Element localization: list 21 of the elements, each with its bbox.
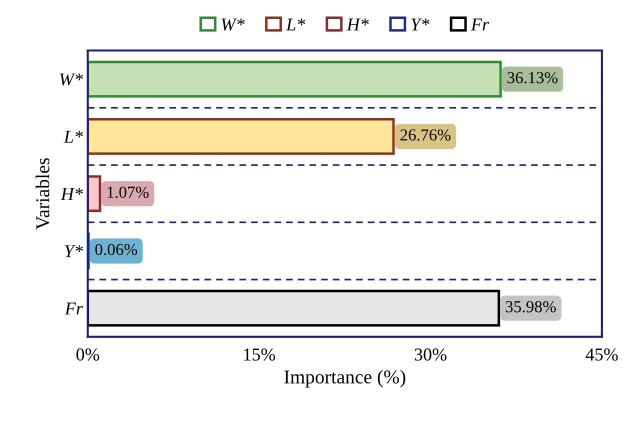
data-label: 26.76% — [400, 129, 451, 141]
data-label: 35.98% — [506, 301, 556, 312]
y-tick-label: Fr — [64, 302, 83, 314]
x-tick-label: 0% — [76, 348, 100, 361]
y-tick-label: H* — [60, 188, 83, 200]
legend-label: Fr — [470, 18, 490, 30]
legend-label: W* — [222, 18, 245, 31]
y-tick-label: W* — [60, 74, 83, 86]
y-axis-title: Variables — [36, 158, 50, 230]
data-label: 36.13% — [508, 72, 558, 84]
y-tick-label: L* — [64, 130, 83, 143]
x-tick-label: 30% — [414, 348, 446, 361]
x-tick-label: 45% — [586, 348, 618, 361]
legend-label: L* — [286, 18, 306, 30]
x-tick-label: 15% — [244, 348, 276, 361]
legend-label: Y* — [411, 18, 430, 30]
y-tick-label: Y* — [64, 245, 83, 258]
data-label: 0.06% — [95, 244, 138, 256]
data-label: 1.07% — [108, 186, 149, 198]
x-axis-title: Importance (%) — [284, 370, 406, 388]
legend-label: H* — [346, 18, 369, 30]
